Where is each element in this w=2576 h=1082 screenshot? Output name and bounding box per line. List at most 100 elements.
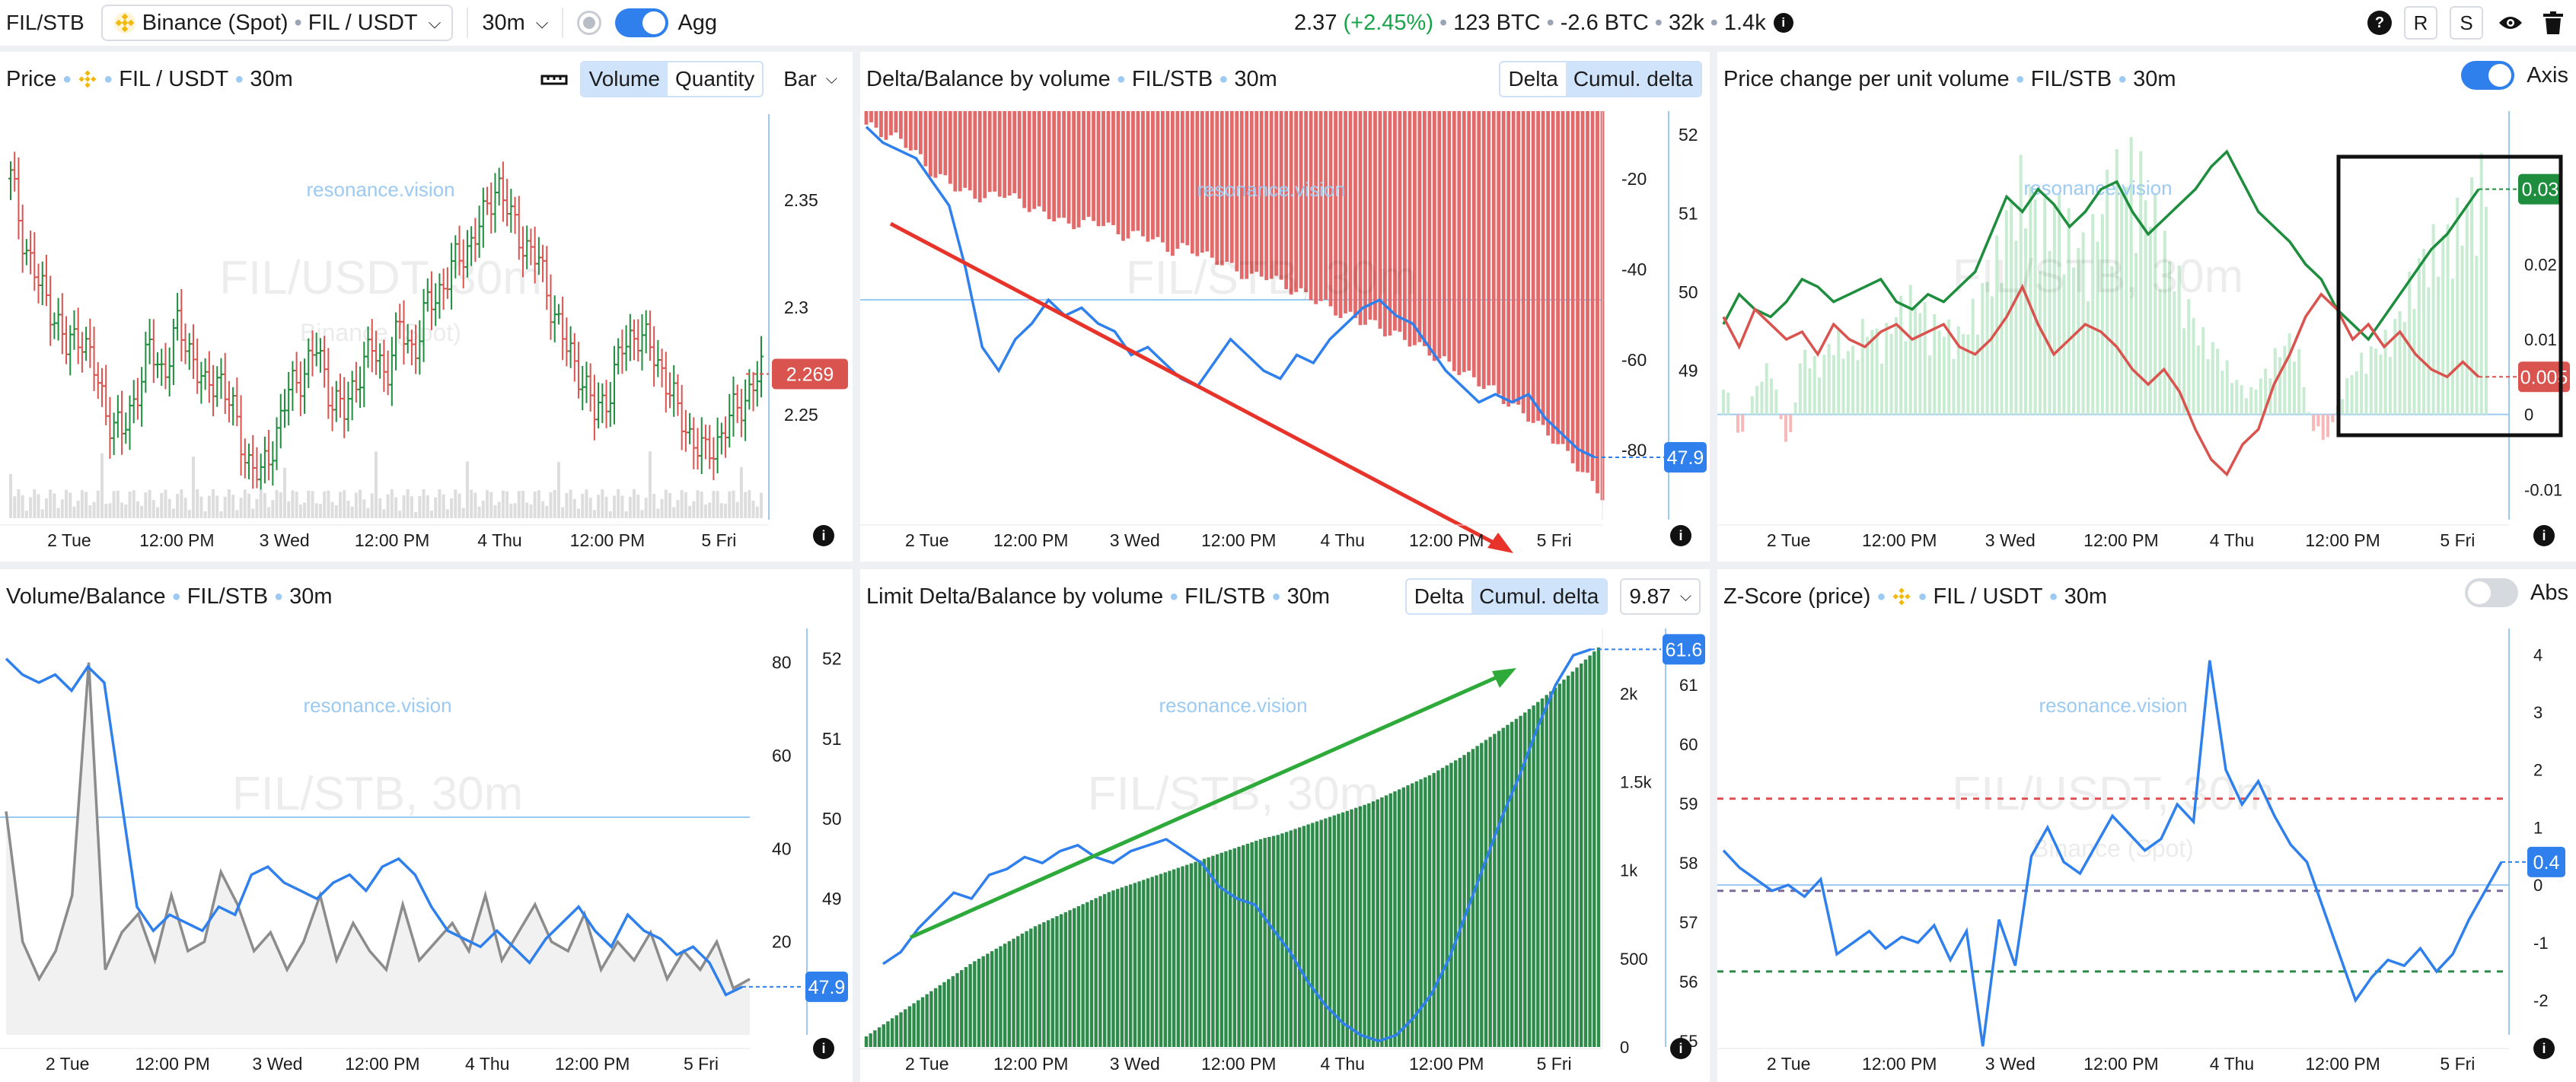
- seg-quantity[interactable]: Quantity: [674, 67, 755, 91]
- delta-btc: -2.6 BTC: [1560, 10, 1649, 35]
- x-tick-label: 2 Tue: [1767, 530, 1811, 550]
- volume-bar: [243, 489, 247, 518]
- background-title: FIL/USDT, 30m: [1952, 768, 2275, 820]
- histogram-bar: [1760, 381, 1764, 415]
- cumul-delta-bar: [977, 111, 982, 203]
- price-chart[interactable]: resonance.vision FIL/USDT, 30m Binance (Sp…: [0, 107, 853, 562]
- info-icon[interactable]: i: [813, 525, 834, 546]
- histogram-bar: [2211, 342, 2214, 415]
- s-button[interactable]: S: [2450, 6, 2483, 40]
- volume-btc: 123 BTC: [1453, 10, 1541, 35]
- cumul-delta-bar: [1239, 111, 1244, 279]
- y-tick-label-left: 1k: [1620, 861, 1638, 880]
- y-tick-label-right: 57: [1679, 913, 1698, 932]
- axis-toggle[interactable]: [2461, 61, 2515, 90]
- seg-cumul-delta[interactable]: Cumul. delta: [1565, 62, 1701, 96]
- cumul-delta-bar: [1120, 887, 1124, 1047]
- cumul-delta-bar: [1332, 815, 1336, 1047]
- cumul-delta-bar: [1414, 781, 1419, 1047]
- volume-bar: [604, 496, 608, 518]
- panel-interval: 30m: [250, 66, 293, 91]
- eye-icon[interactable]: [2495, 8, 2526, 38]
- cumul-delta-bar: [1328, 111, 1333, 307]
- agg-toggle[interactable]: [615, 8, 669, 37]
- cumul-delta-bar: [1432, 111, 1436, 361]
- cumul-delta-bar: [1354, 807, 1358, 1047]
- volume-bar: [120, 502, 124, 518]
- cumul-delta-bar: [1081, 904, 1085, 1047]
- x-tick-label: 12:00 PM: [2083, 1054, 2158, 1074]
- histogram-bar: [2139, 151, 2143, 415]
- cumul-delta-bar: [1493, 734, 1497, 1047]
- volume-bar: [537, 490, 540, 518]
- cumul-delta-bar: [1200, 111, 1204, 253]
- info-icon[interactable]: i: [813, 1038, 834, 1059]
- seg-delta[interactable]: Delta: [1508, 67, 1558, 91]
- cumul-delta-bar: [1229, 111, 1234, 263]
- interval-selector[interactable]: 30m ⌵: [467, 8, 564, 38]
- cumul-delta-bar: [1458, 757, 1462, 1047]
- cumul-delta-bar: [1383, 111, 1387, 337]
- cumul-delta-bar: [1408, 111, 1412, 347]
- histogram-bar: [2364, 374, 2368, 415]
- seg-cumul-delta[interactable]: Cumul. delta: [1471, 580, 1607, 613]
- cumul-delta-bar: [1562, 679, 1566, 1047]
- limit-size-select[interactable]: 9.87 ⌵: [1620, 578, 1701, 615]
- x-tick-label: 12:00 PM: [2083, 530, 2158, 550]
- volume-bar: [585, 489, 588, 518]
- zscore-chart[interactable]: resonance.vision FIL/USDT, 30m Binance (Sp…: [1717, 624, 2576, 1082]
- histogram-bar: [2115, 149, 2119, 415]
- volume-balance-chart[interactable]: resonance.vision FIL/STB, 30m 80 60 40 20 52 51…: [0, 624, 853, 1082]
- volume-bar: [334, 504, 338, 518]
- volume-bar: [65, 489, 69, 518]
- volume-line: [5, 662, 751, 991]
- ruler-icon[interactable]: [540, 72, 568, 87]
- cumul-delta-bar: [1353, 111, 1357, 318]
- info-icon[interactable]: i: [1773, 13, 1793, 33]
- cumul-delta-bar: [1324, 818, 1328, 1047]
- separator-dot: ●: [2118, 70, 2128, 88]
- volume-bar: [755, 506, 759, 518]
- record-icon[interactable]: [577, 11, 602, 35]
- cumul-delta-bar: [1445, 765, 1449, 1047]
- panel-controls: Delta Cumul. delta: [1499, 61, 1702, 97]
- histogram-bar: [2072, 267, 2076, 415]
- chart-type-select[interactable]: Bar ⌵: [776, 61, 845, 97]
- x-tick-label: 12:00 PM: [555, 1054, 630, 1074]
- info-icon[interactable]: i: [2533, 1038, 2555, 1059]
- volume-bar: [592, 510, 596, 518]
- abs-toggle[interactable]: [2465, 578, 2519, 607]
- cumul-delta-bar: [1363, 804, 1366, 1047]
- cumul-delta-bar: [1398, 111, 1402, 333]
- histogram-bar: [2086, 301, 2090, 415]
- seg-volume[interactable]: Volume: [581, 62, 668, 96]
- cumul-delta-bar: [1506, 724, 1510, 1047]
- volume-bar: [493, 504, 497, 518]
- y-tick-label: 3: [2533, 703, 2543, 722]
- trash-icon[interactable]: [2538, 8, 2568, 38]
- info-icon[interactable]: i: [1670, 525, 1691, 546]
- cumul-delta-bar: [1501, 111, 1506, 405]
- histogram-bar: [2470, 177, 2474, 415]
- info-icon[interactable]: i: [1670, 1038, 1691, 1059]
- volume-quantity-toggle: Volume Quantity: [579, 61, 764, 97]
- info-icon[interactable]: i: [2533, 525, 2555, 546]
- cumul-delta-bar: [1092, 111, 1095, 221]
- histogram-bar: [1904, 341, 1908, 415]
- volume-bar: [271, 500, 275, 518]
- volume-bar: [418, 496, 422, 518]
- r-button[interactable]: R: [2404, 6, 2437, 40]
- exchange-selector[interactable]: Binance (Spot) • FIL / USDT ⌵: [100, 5, 454, 41]
- volume-bar: [565, 492, 569, 518]
- cumul-delta-bar: [1462, 111, 1466, 372]
- volume-bar: [581, 494, 585, 518]
- histogram-bar: [1866, 336, 1870, 415]
- volume-bar: [612, 495, 616, 518]
- seg-delta[interactable]: Delta: [1414, 584, 1465, 608]
- cumul-delta-bar: [1427, 111, 1432, 356]
- help-icon[interactable]: ?: [2367, 11, 2392, 35]
- green-value-tag-bg: [2518, 173, 2562, 205]
